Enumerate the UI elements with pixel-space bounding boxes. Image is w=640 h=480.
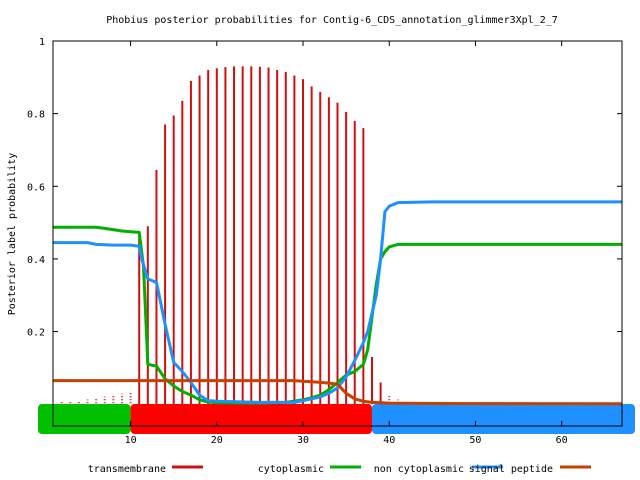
legend-label-transmembrane: transmembrane bbox=[88, 464, 166, 475]
series-line-non-cytoplasmic bbox=[53, 200, 622, 404]
probability-lines bbox=[53, 200, 623, 406]
topology-band bbox=[38, 404, 635, 434]
x-tick-label: 60 bbox=[556, 435, 568, 446]
legend-label-non-cytoplasmic: non cytoplasmic bbox=[374, 464, 464, 475]
y-axis-label: Posterior label probability bbox=[7, 153, 18, 316]
y-tick-label: 1 bbox=[39, 37, 45, 48]
transmembrane-impulses bbox=[60, 66, 399, 405]
x-tick-label: 20 bbox=[211, 435, 223, 446]
y-tick-label: 0.6 bbox=[27, 182, 45, 193]
y-tick-label: 0.4 bbox=[27, 255, 45, 266]
band-segment-transmembrane bbox=[130, 404, 372, 434]
x-tick-label: 50 bbox=[469, 435, 481, 446]
chart-title: Phobius posterior probabilities for Cont… bbox=[106, 15, 558, 26]
x-tick-label: 30 bbox=[297, 435, 309, 446]
legend-label-signal-peptide: signal peptide bbox=[469, 464, 553, 475]
band-segment-cytoplasmic bbox=[38, 404, 131, 434]
y-tick-label: 0.2 bbox=[27, 328, 45, 339]
plot-frame bbox=[52, 40, 623, 427]
y-tick-label: 0.8 bbox=[27, 110, 45, 121]
x-tick-label: 10 bbox=[125, 435, 137, 446]
x-tick-label: 40 bbox=[383, 435, 395, 446]
legend: transmembrane cytoplasmic non cytoplasmic s… bbox=[88, 464, 591, 475]
series-line-signal-peptide bbox=[53, 379, 623, 406]
band-segment-non-cytoplasmic bbox=[371, 404, 635, 434]
axis-ticks: 10 20 30 40 50 60 0.2 0.4 0.6 0.8 1 bbox=[27, 37, 622, 446]
legend-label-cytoplasmic: cytoplasmic bbox=[258, 464, 324, 475]
